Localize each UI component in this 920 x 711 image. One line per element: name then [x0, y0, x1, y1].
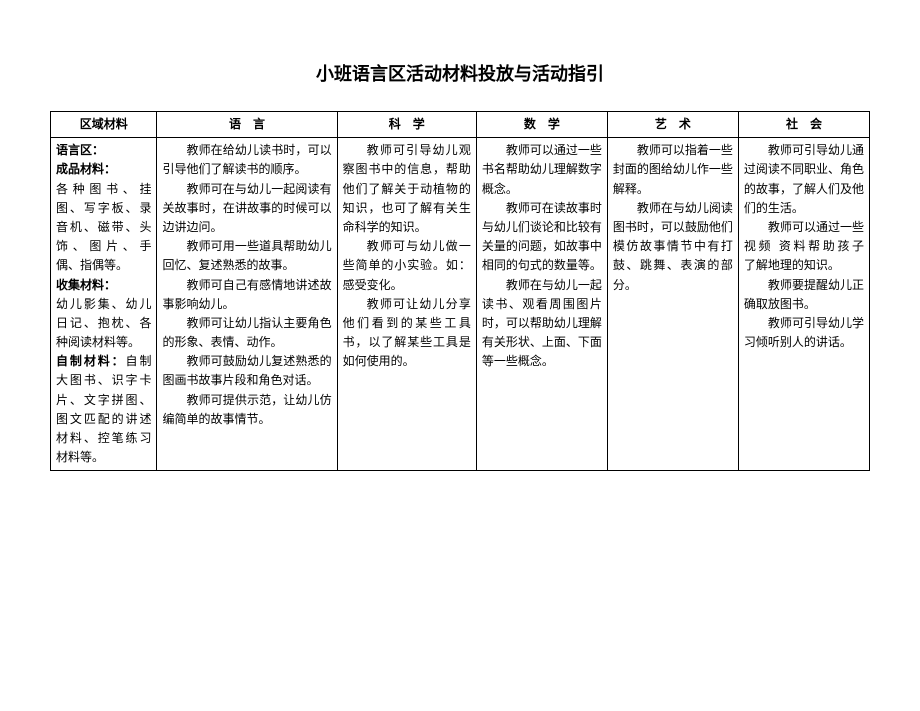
- science-p2: 教师可与幼儿做一些简单的小实验。如：感受变化。: [343, 237, 471, 295]
- materials-section4-text: 自制大图书、识字卡片、文字拼图、图文匹配的讲述材料、控笔练习材料等。: [56, 354, 151, 464]
- materials-section4-title: 自制材料：: [56, 354, 126, 368]
- cell-social: 教师可引导幼儿通过阅读不同职业、角色的故事，了解人们及他们的生活。 教师可以通过…: [738, 138, 869, 471]
- language-p3: 教师可用一些道具帮助幼儿回忆、复述熟悉的故事。: [162, 237, 331, 275]
- social-p3: 教师要提醒幼儿正确取放图书。: [744, 276, 864, 314]
- header-science: 科 学: [337, 112, 476, 138]
- header-language: 语 言: [157, 112, 337, 138]
- social-p4: 教师可引导幼儿学习倾听别人的讲话。: [744, 314, 864, 352]
- cell-materials: 语言区： 成品材料： 各种图书、挂图、写字板、录音机、磁带、头饰、图片、手偶、指…: [51, 138, 157, 471]
- cell-math: 教师可以通过一些书名帮助幼儿理解数字概念。 教师可在读故事时与幼儿们谈论和比较有…: [476, 138, 607, 471]
- language-p4: 教师可自己有感情地讲述故事影响幼儿。: [162, 276, 331, 314]
- language-p2: 教师可在与幼儿一起阅读有关故事时，在讲故事的时候可以边讲边问。: [162, 180, 331, 238]
- social-p1: 教师可引导幼儿通过阅读不同职业、角色的故事，了解人们及他们的生活。: [744, 141, 864, 218]
- cell-science: 教师可引导幼儿观察图书中的信息，帮助他们了解关于动植物的知识，也可了解有关生命科…: [337, 138, 476, 471]
- header-art: 艺 术: [607, 112, 738, 138]
- cell-language: 教师在给幼儿读书时，可以引导他们了解读书的顺序。 教师可在与幼儿一起阅读有关故事…: [157, 138, 337, 471]
- header-social: 社 会: [738, 112, 869, 138]
- materials-section2-title: 成品材料：: [56, 162, 116, 176]
- page-title: 小班语言区活动材料投放与活动指引: [50, 60, 870, 86]
- header-materials: 区域材料: [51, 112, 157, 138]
- math-p3: 教师在与幼儿一起读书、观看周围图片时，可以帮助幼儿理解有关形状、上面、下面等一些…: [482, 276, 602, 372]
- social-p2: 教师可以通过一些视频 资料帮助孩子 了解地理的知识。: [744, 218, 864, 276]
- materials-section3-text: 幼儿影集、幼儿日记、抱枕、各种阅读材料等。: [56, 295, 151, 353]
- science-p3: 教师可让幼儿分享他们看到的某些工具书，以了解某些工具是如何使用的。: [343, 295, 471, 372]
- language-p1: 教师在给幼儿读书时，可以引导他们了解读书的顺序。: [162, 141, 331, 179]
- language-p5: 教师可让幼儿指认主要角色的形象、表情、动作。: [162, 314, 331, 352]
- materials-section2-text: 各种图书、挂图、写字板、录音机、磁带、头饰、图片、手偶、指偶等。: [56, 180, 151, 276]
- cell-art: 教师可以指着一些封面的图给幼儿作一些解释。 教师在与幼儿阅读图书时，可以鼓励他们…: [607, 138, 738, 471]
- art-p1: 教师可以指着一些封面的图给幼儿作一些解释。: [613, 141, 733, 199]
- materials-section3-title: 收集材料：: [56, 278, 116, 292]
- language-p7: 教师可提供示范，让幼儿仿编简单的故事情节。: [162, 391, 331, 429]
- main-table: 区域材料 语 言 科 学 数 学 艺 术 社 会 语言区： 成品材料： 各种图书…: [50, 111, 870, 471]
- language-p6: 教师可鼓励幼儿复述熟悉的图画书故事片段和角色对话。: [162, 352, 331, 390]
- materials-section1-title: 语言区：: [56, 143, 104, 157]
- science-p1: 教师可引导幼儿观察图书中的信息，帮助他们了解关于动植物的知识，也可了解有关生命科…: [343, 141, 471, 237]
- math-p2: 教师可在读故事时与幼儿们谈论和比较有关量的问题，如故事中相同的句式的数量等。: [482, 199, 602, 276]
- table-row: 语言区： 成品材料： 各种图书、挂图、写字板、录音机、磁带、头饰、图片、手偶、指…: [51, 138, 870, 471]
- art-p2: 教师在与幼儿阅读图书时，可以鼓励他们模仿故事情节中有打鼓、跳舞、表演的部分。: [613, 199, 733, 295]
- math-p1: 教师可以通过一些书名帮助幼儿理解数字概念。: [482, 141, 602, 199]
- table-header-row: 区域材料 语 言 科 学 数 学 艺 术 社 会: [51, 112, 870, 138]
- header-math: 数 学: [476, 112, 607, 138]
